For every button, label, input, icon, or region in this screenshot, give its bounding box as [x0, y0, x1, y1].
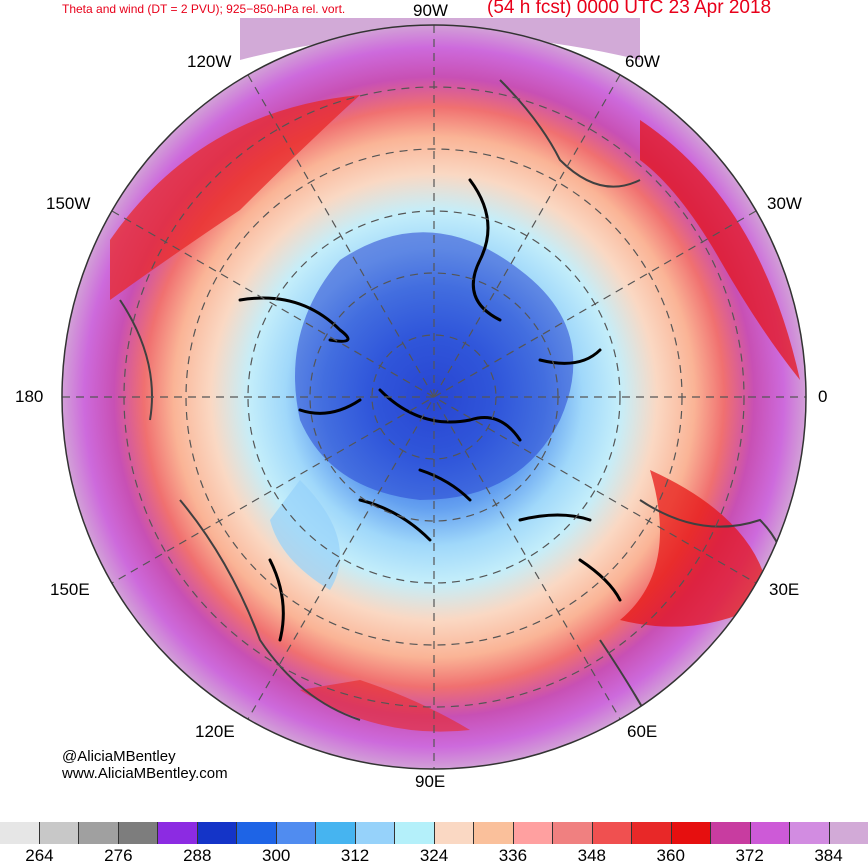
colorbar-swatch — [632, 822, 672, 844]
lon-label-90w: 90W — [413, 1, 448, 21]
colorbar-swatch — [672, 822, 712, 844]
colorbar-tick-label: 360 — [657, 846, 685, 866]
colorbar-swatch — [158, 822, 198, 844]
lon-label-120w: 120W — [187, 52, 231, 72]
colorbar-swatch — [553, 822, 593, 844]
lon-label-60w: 60W — [625, 52, 660, 72]
colorbar-swatch — [198, 822, 238, 844]
lon-label-30w: 30W — [767, 194, 802, 214]
colorbar-tick-label: 264 — [25, 846, 53, 866]
credit-website: www.AliciaMBentley.com — [62, 765, 228, 782]
colorbar-swatch — [395, 822, 435, 844]
lon-label-0: 0 — [818, 387, 827, 407]
colorbar-tick-label: 312 — [341, 846, 369, 866]
colorbar-swatch — [79, 822, 119, 844]
lon-label-90e: 90E — [415, 772, 445, 792]
colorbar-tick-label: 372 — [735, 846, 763, 866]
colorbar-tick-label: 324 — [420, 846, 448, 866]
colorbar-swatch — [356, 822, 396, 844]
colorbar-swatch — [119, 822, 159, 844]
colorbar-tick-label: 300 — [262, 846, 290, 866]
lon-label-30e: 30E — [769, 580, 799, 600]
colorbar-swatch — [751, 822, 791, 844]
colorbar-tick-label: 348 — [578, 846, 606, 866]
colorbar-tick-label: 288 — [183, 846, 211, 866]
colorbar — [0, 822, 868, 844]
colorbar-swatch — [237, 822, 277, 844]
lon-label-180: 180 — [15, 387, 43, 407]
lon-label-150e: 150E — [50, 580, 90, 600]
colorbar-swatch — [711, 822, 751, 844]
colorbar-swatch — [593, 822, 633, 844]
colorbar-swatch — [40, 822, 80, 844]
credit-handle: @AliciaMBentley — [62, 748, 176, 765]
lon-label-120e: 120E — [195, 722, 235, 742]
colorbar-swatch — [474, 822, 514, 844]
colorbar-swatch — [277, 822, 317, 844]
lon-label-60e: 60E — [627, 722, 657, 742]
colorbar-swatch — [514, 822, 554, 844]
colorbar-swatch — [0, 822, 40, 844]
colorbar-swatch — [316, 822, 356, 844]
colorbar-swatch — [830, 822, 868, 844]
colorbar-swatch — [790, 822, 830, 844]
lon-label-150w: 150W — [46, 194, 90, 214]
colorbar-tick-label: 276 — [104, 846, 132, 866]
colorbar-swatch — [435, 822, 475, 844]
colorbar-tick-label: 384 — [814, 846, 842, 866]
colorbar-tick-label: 336 — [499, 846, 527, 866]
